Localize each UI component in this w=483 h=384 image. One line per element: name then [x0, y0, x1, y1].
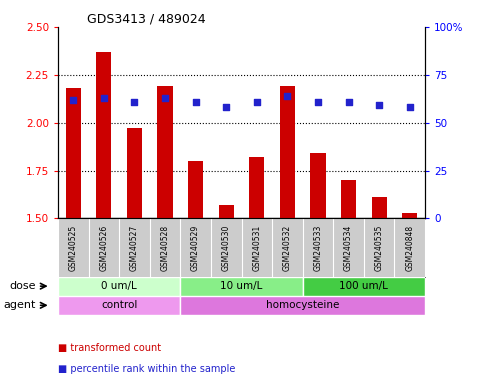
- Text: GSM240535: GSM240535: [375, 224, 384, 271]
- Bar: [66, 88, 81, 218]
- Point: [406, 104, 413, 111]
- Point: [130, 99, 138, 105]
- Point: [253, 99, 261, 105]
- Text: 10 um/L: 10 um/L: [220, 281, 263, 291]
- Point: [161, 95, 169, 101]
- Bar: [341, 180, 356, 218]
- Point: [345, 99, 353, 105]
- Point: [70, 97, 77, 103]
- Text: 0 um/L: 0 um/L: [101, 281, 137, 291]
- Point: [375, 103, 383, 109]
- Text: GSM240848: GSM240848: [405, 224, 414, 271]
- Text: GSM240531: GSM240531: [252, 224, 261, 271]
- Bar: [219, 205, 234, 218]
- Bar: [371, 197, 387, 218]
- Text: GSM240533: GSM240533: [313, 224, 323, 271]
- Bar: [180, 276, 303, 296]
- Text: GSM240528: GSM240528: [160, 224, 170, 271]
- Text: ■ percentile rank within the sample: ■ percentile rank within the sample: [58, 364, 235, 374]
- Point: [284, 93, 291, 99]
- Bar: [188, 161, 203, 218]
- Text: GSM240527: GSM240527: [130, 224, 139, 271]
- Text: control: control: [101, 300, 137, 310]
- Text: dose: dose: [10, 281, 36, 291]
- Text: GSM240529: GSM240529: [191, 224, 200, 271]
- Text: GSM240534: GSM240534: [344, 224, 353, 271]
- Text: 100 um/L: 100 um/L: [340, 281, 388, 291]
- Point: [222, 104, 230, 111]
- Bar: [249, 157, 265, 218]
- Text: GDS3413 / 489024: GDS3413 / 489024: [87, 13, 206, 26]
- Bar: [96, 52, 112, 218]
- Bar: [180, 296, 425, 315]
- Text: agent: agent: [3, 300, 36, 310]
- Bar: [157, 86, 173, 218]
- Bar: [58, 296, 180, 315]
- Text: GSM240525: GSM240525: [69, 224, 78, 271]
- Point: [192, 99, 199, 105]
- Text: GSM240530: GSM240530: [222, 224, 231, 271]
- Bar: [402, 213, 417, 218]
- Bar: [58, 276, 180, 296]
- Text: GSM240526: GSM240526: [99, 224, 108, 271]
- Bar: [311, 153, 326, 218]
- Bar: [303, 276, 425, 296]
- Text: ■ transformed count: ■ transformed count: [58, 343, 161, 353]
- Bar: [280, 86, 295, 218]
- Text: homocysteine: homocysteine: [266, 300, 340, 310]
- Point: [100, 95, 108, 101]
- Text: GSM240532: GSM240532: [283, 224, 292, 271]
- Bar: [127, 128, 142, 218]
- Point: [314, 99, 322, 105]
